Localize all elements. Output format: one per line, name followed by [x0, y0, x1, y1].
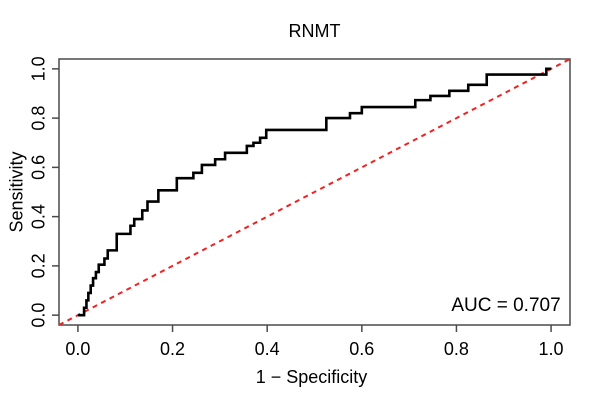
y-tick-label: 1.0: [28, 56, 48, 81]
y-tick-label: 0.4: [28, 204, 48, 229]
x-tick-label: 0.2: [160, 339, 185, 359]
x-tick-label: 0.6: [349, 339, 374, 359]
y-tick-label: 0.0: [28, 303, 48, 328]
x-axis-ticks: 0.0 0.2 0.4 0.6 0.8 1.0: [65, 325, 564, 359]
y-axis-ticks: 0.0 0.2 0.4 0.6 0.8 1.0: [28, 56, 59, 328]
x-tick-label: 1.0: [539, 339, 564, 359]
x-tick-label: 0.4: [255, 339, 280, 359]
chance-diagonal-line: [58, 58, 571, 326]
plot-box: [58, 58, 571, 326]
chart-title: RNMT: [289, 21, 341, 41]
x-axis-title: 1 − Specificity: [256, 367, 368, 387]
auc-annotation: AUC = 0.707: [451, 295, 560, 316]
y-tick-label: 0.8: [28, 106, 48, 131]
x-tick-label: 0.8: [444, 339, 469, 359]
roc-curve: [77, 67, 552, 317]
y-tick-label: 0.6: [28, 155, 48, 180]
x-tick-label: 0.0: [65, 339, 90, 359]
y-tick-label: 0.2: [28, 253, 48, 278]
y-axis-title: Sensitivity: [6, 151, 26, 232]
